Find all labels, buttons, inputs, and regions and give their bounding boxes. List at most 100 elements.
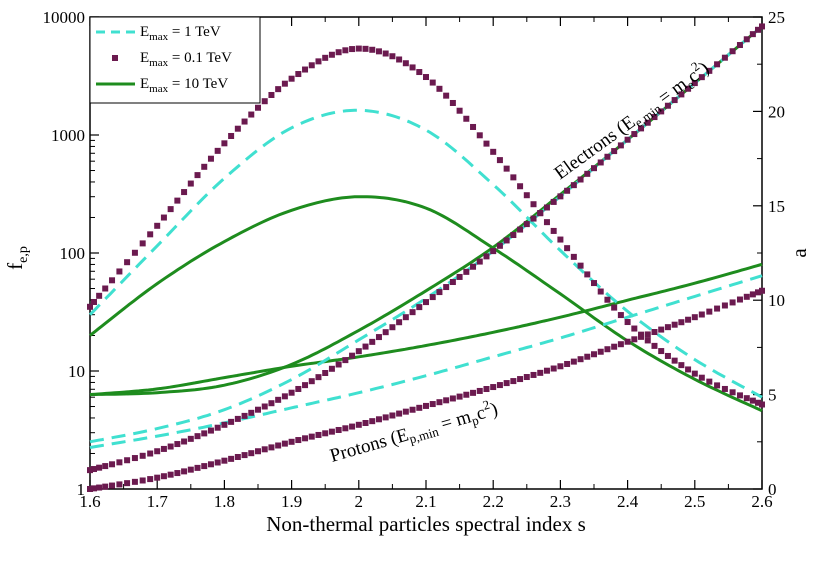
data-point: [102, 483, 109, 490]
data-point: [255, 448, 261, 455]
data-point: [174, 470, 181, 477]
legend-10tev-main: E: [140, 76, 149, 92]
data-point: [644, 337, 651, 344]
data-point: [116, 481, 123, 488]
data-point: [328, 365, 335, 372]
data-point: [214, 424, 221, 431]
data-point: [369, 418, 376, 425]
data-point: [604, 296, 611, 303]
y-left-title-main: f: [3, 263, 27, 270]
data-point: [584, 353, 591, 360]
y-right-tick-label: 0: [768, 480, 777, 499]
data-point: [436, 399, 443, 406]
data-point: [429, 294, 436, 301]
data-point: [443, 284, 450, 291]
data-point: [436, 85, 443, 92]
data-point: [483, 253, 490, 260]
data-point: [131, 249, 138, 256]
data-point: [102, 285, 109, 292]
data-point: [139, 477, 146, 484]
data-point: [369, 338, 376, 345]
series-a-p-e-max-10-tev: [89, 262, 763, 397]
data-point: [109, 482, 116, 489]
data-point: [729, 389, 736, 396]
data-point: [295, 437, 302, 444]
data-point: [349, 423, 356, 430]
data-point: [124, 480, 131, 487]
data-point: [131, 455, 138, 462]
data-point: [308, 62, 315, 69]
protons-annot-sub2: p: [470, 412, 480, 428]
y-right-tick-label: 10: [768, 291, 785, 310]
data-point: [322, 54, 329, 61]
data-point: [743, 36, 750, 43]
data-point: [214, 459, 221, 466]
data-point: [160, 445, 167, 452]
data-point: [355, 348, 362, 355]
data-point: [139, 240, 146, 247]
data-point: [261, 403, 268, 410]
data-point: [449, 99, 456, 106]
data-point: [362, 45, 369, 52]
data-point: [221, 457, 228, 464]
data-point: [228, 418, 235, 425]
data-point: [557, 363, 564, 370]
data-point: [463, 268, 470, 275]
series-a-p-e-max-1-tev: [89, 274, 763, 449]
data-point: [470, 123, 477, 130]
data-point: [510, 232, 517, 239]
data-point: [214, 147, 221, 154]
data-point: [658, 108, 665, 115]
x-tick-label: 2.3: [550, 492, 571, 511]
data-point: [308, 378, 315, 385]
data-point: [570, 358, 577, 365]
data-point: [234, 453, 241, 460]
data-point: [577, 176, 584, 183]
data-point: [496, 382, 503, 389]
data-point: [496, 157, 503, 164]
data-point: [207, 461, 214, 468]
data-point: [87, 486, 93, 492]
data-point: [644, 331, 651, 338]
data-point: [382, 50, 389, 57]
data-point: [174, 441, 181, 448]
data-point: [322, 370, 329, 377]
data-point: [644, 119, 651, 126]
data-point: [167, 206, 174, 213]
data-point: [557, 236, 564, 243]
data-point: [228, 132, 235, 139]
y-axis-left-title: fe,p: [3, 246, 31, 270]
data-point: [131, 478, 138, 485]
data-point: [456, 107, 463, 114]
data-point: [187, 435, 194, 442]
data-point: [577, 356, 584, 363]
data-point: [116, 459, 123, 466]
data-point: [382, 414, 389, 421]
data-point: [755, 399, 762, 406]
data-point: [749, 291, 756, 298]
data-point: [591, 280, 597, 287]
y-right-tick-label: 25: [768, 8, 785, 27]
data-point: [342, 425, 349, 432]
data-point: [671, 321, 678, 328]
data-point: [597, 288, 604, 295]
data-point: [743, 293, 750, 300]
data-point: [423, 299, 429, 306]
data-point: [436, 289, 443, 296]
data-point: [470, 263, 477, 270]
data-point: [490, 148, 497, 155]
x-tick-label: 2.2: [483, 492, 504, 511]
data-point: [691, 370, 698, 377]
data-point: [604, 346, 611, 353]
data-point: [302, 382, 309, 389]
data-point: [221, 140, 228, 147]
axis-ticks: 1.6 1.7 1.8 1.9 2 2.1 2.2 2.3 2.4 2.5 2.6110100100…: [43, 8, 786, 511]
legend-label-10tev: Emax = 10 TeV: [140, 76, 228, 95]
data-point: [685, 316, 692, 323]
data-point: [543, 204, 550, 211]
data-point: [706, 308, 713, 315]
data-point: [736, 42, 743, 49]
x-tick-label: 2.4: [617, 492, 639, 511]
data-point: [564, 360, 571, 367]
data-point: [194, 433, 201, 440]
